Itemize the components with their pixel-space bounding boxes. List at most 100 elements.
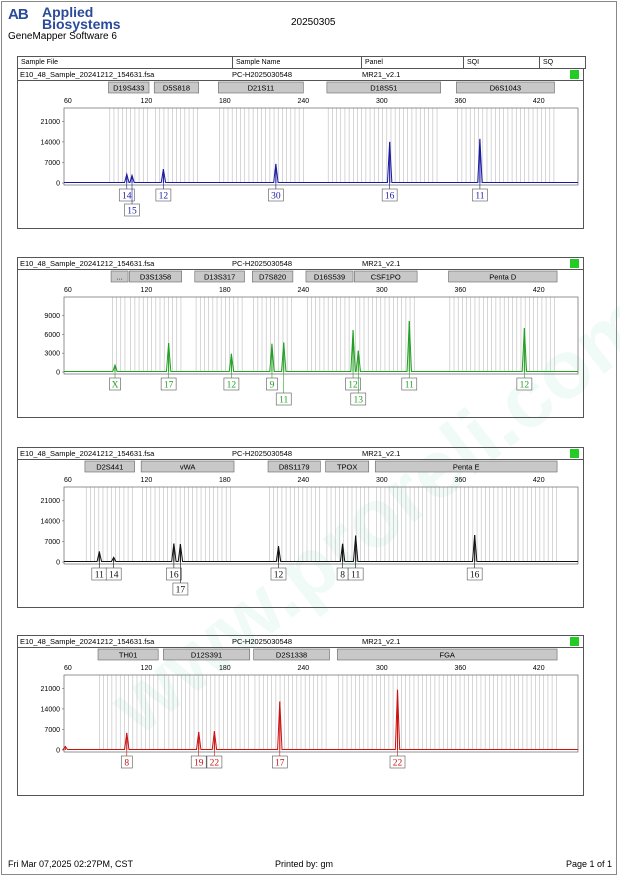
x-tick-label: 420 — [533, 477, 545, 484]
sample-file-label: E10_48_Sample_20241212_154631.fsa — [20, 259, 155, 268]
panel-header: E10_48_Sample_20241212_154631.fsa PC-H202… — [18, 448, 583, 460]
allele-call: 30 — [268, 183, 284, 202]
column-sq: SQ — [543, 59, 554, 66]
marker-bin: D3S1358 — [129, 270, 183, 283]
sizing-quality-indicator — [570, 70, 579, 79]
allele-label: 12 — [348, 381, 358, 391]
marker-label: D16S539 — [314, 273, 345, 282]
electropherogram-panel: E10_48_Sample_20241212_154631.fsa PC-H202… — [17, 635, 584, 796]
marker-label: D13S317 — [204, 273, 235, 282]
allele-label: 12 — [274, 571, 284, 581]
allele-label: 8 — [124, 759, 129, 769]
y-tick-label: 14000 — [41, 518, 61, 525]
allele-call: 12 — [223, 372, 240, 391]
allele-call: 12 — [155, 183, 172, 202]
marker-label: CSF1PO — [371, 273, 401, 282]
allele-label: X — [112, 381, 119, 391]
column-sqi: SQI — [464, 57, 540, 68]
x-tick-label: 180 — [219, 477, 231, 484]
marker-bin: D21S11 — [218, 81, 304, 94]
x-tick-label: 300 — [376, 477, 388, 484]
allele-call: 16 — [466, 562, 483, 581]
allele-label: 12 — [520, 381, 530, 391]
marker-label: vWA — [180, 463, 196, 472]
allele-call: 11 — [275, 372, 292, 406]
electropherogram-panel: E10_48_Sample_20241212_154631.fsa PC-H202… — [17, 447, 584, 608]
signal-trace — [64, 138, 578, 183]
marker-label: Penta D — [489, 273, 517, 282]
marker-label: TPOX — [337, 463, 357, 472]
electropherogram-plot: ... D3S1358 D13S317 D7S820 D16S539 CSF1PO Pent… — [44, 270, 579, 406]
x-tick-label: 120 — [141, 287, 153, 294]
column-sample-file: Sample File — [18, 57, 233, 68]
sample-file-label: E10_48_Sample_20241212_154631.fsa — [20, 70, 155, 79]
allele-call: 14 — [105, 562, 122, 581]
marker-bin: D2S441 — [84, 460, 135, 473]
allele-call: 12 — [345, 372, 361, 391]
marker-label: D12S391 — [191, 651, 222, 660]
marker-bin: D12S391 — [163, 648, 251, 661]
y-tick-label: 7000 — [44, 539, 60, 546]
marker-label: D6S1043 — [490, 84, 521, 93]
allele-label: 11 — [279, 396, 288, 406]
x-tick-label: 300 — [376, 665, 388, 672]
x-tick-label: 180 — [219, 98, 231, 105]
allele-call: X — [109, 372, 121, 391]
allele-label: 11 — [95, 571, 104, 581]
allele-call: 15 — [124, 183, 140, 217]
electropherogram-panel: E10_48_Sample_20241212_154631.fsa PC-H202… — [17, 68, 584, 229]
allele-label: 16 — [470, 571, 480, 581]
y-tick-label: 21000 — [41, 119, 61, 126]
sample-name-label: PC-H2025030548 — [232, 449, 293, 458]
signal-trace — [64, 534, 578, 562]
plot-frame — [63, 486, 579, 565]
allele-call: 17 — [160, 372, 177, 391]
marker-bin: D8S1179 — [267, 460, 321, 473]
marker-label: D19S433 — [113, 84, 144, 93]
marker-bin: D19S433 — [108, 81, 150, 94]
x-tick-label: 180 — [219, 287, 231, 294]
marker-label: D21S11 — [248, 84, 275, 93]
sizing-quality-indicator — [570, 637, 579, 646]
footer-page-number: Page 1 of 1 — [566, 859, 613, 869]
marker-bin: Penta D — [448, 270, 558, 283]
allele-label: 9 — [270, 381, 275, 391]
footer-printed-by: Printed by: gm — [275, 859, 334, 869]
footer-timestamp: Fri Mar 07,2025 02:27PM, CST — [8, 859, 134, 869]
x-tick-label: 120 — [141, 98, 153, 105]
marker-label: D18S51 — [370, 84, 397, 93]
x-tick-label: 240 — [297, 477, 309, 484]
sample-name-label: PC-H2025030548 — [232, 70, 293, 79]
allele-label: 15 — [127, 207, 137, 217]
x-tick-label: 60 — [64, 98, 72, 105]
marker-bin: TH01 — [97, 648, 159, 661]
y-tick-label: 21000 — [41, 498, 61, 505]
allele-label: 16 — [385, 192, 395, 202]
marker-bin: D18S51 — [326, 81, 441, 94]
allele-label: 12 — [159, 192, 169, 202]
allele-call: 12 — [270, 562, 287, 581]
plot-frame — [63, 296, 579, 375]
allele-call: 13 — [350, 372, 367, 406]
plot-frame — [63, 107, 579, 186]
sample-name-label: PC-H2025030548 — [232, 259, 293, 268]
company-name-line2: Biosystems — [42, 16, 121, 32]
marker-bin: D6S1043 — [456, 81, 555, 94]
allele-call: 11 — [401, 372, 418, 391]
y-tick-label: 7000 — [44, 160, 60, 167]
marker-label: D8S1179 — [279, 463, 310, 472]
allele-label: 11 — [405, 381, 414, 391]
y-tick-label: 14000 — [41, 706, 61, 713]
allele-label: 17 — [176, 586, 186, 596]
marker-label: D3S1358 — [140, 273, 171, 282]
panel-name-label: MR21_v2.1 — [362, 259, 401, 268]
marker-bin: D13S317 — [194, 270, 245, 283]
x-tick-label: 420 — [533, 287, 545, 294]
signal-trace — [64, 321, 578, 372]
electropherogram-panel: E10_48_Sample_20241212_154631.fsa PC-H202… — [17, 257, 584, 418]
allele-label: 16 — [169, 571, 179, 581]
marker-label: D2S1338 — [276, 651, 307, 660]
report-date: 20250305 — [291, 17, 336, 28]
marker-bin: vWA — [140, 460, 235, 473]
y-tick-label: 6000 — [44, 332, 60, 339]
